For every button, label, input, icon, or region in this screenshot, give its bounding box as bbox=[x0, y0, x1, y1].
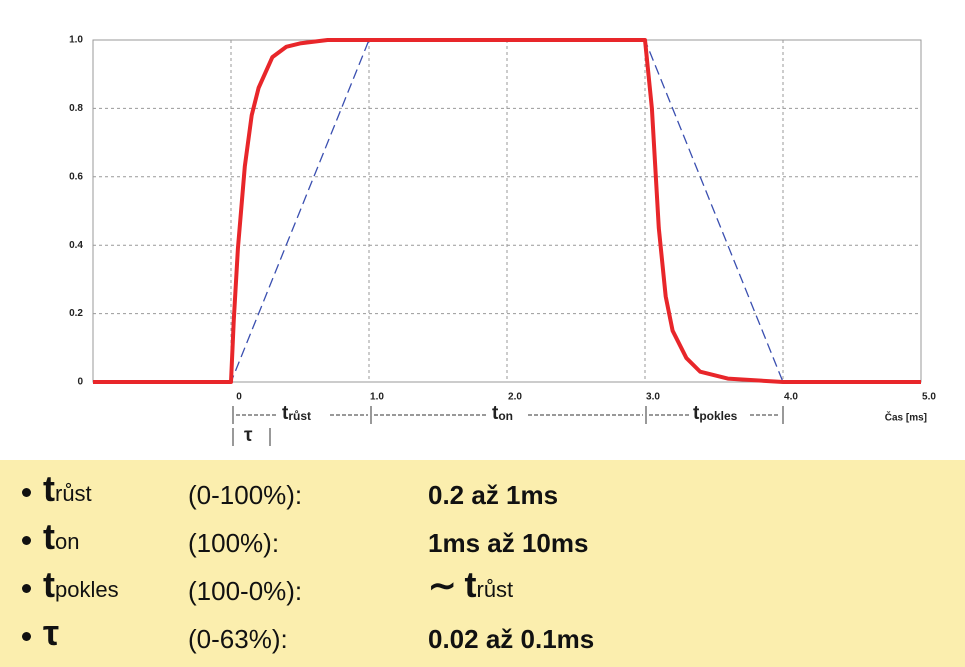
range: (0-63%): bbox=[188, 624, 288, 654]
table-row: trůst (0-100%): 0.2 až 1ms bbox=[0, 468, 965, 516]
symbol-cell: τ bbox=[43, 612, 59, 654]
symbol: t bbox=[43, 468, 55, 509]
prefix: ∼ bbox=[428, 567, 457, 605]
bullet bbox=[22, 536, 31, 545]
subscript: pokles bbox=[699, 409, 737, 423]
chart: t růst t on t pokles τ Čas [ms] 00.20.40.60… bbox=[69, 35, 936, 446]
range: (100%): bbox=[188, 528, 280, 558]
subscript: pokles bbox=[55, 577, 119, 602]
value: 0.02 až 0.1ms bbox=[428, 624, 595, 654]
table-row: ton (100%): 1ms až 10ms bbox=[0, 516, 965, 564]
value: ∼ trůst bbox=[428, 564, 513, 606]
subscript: růst bbox=[476, 577, 514, 602]
y-tick-label: 0.4 bbox=[69, 240, 83, 251]
annotation-brackets bbox=[232, 406, 784, 446]
data-line bbox=[93, 38, 921, 384]
table-row: tpokles (100-0%): ∼ trůst bbox=[0, 564, 965, 612]
symbol: t bbox=[693, 403, 700, 424]
summary-table: trůst (0-100%): 0.2 až 1ms ton (100%): 1ms až… bbox=[0, 460, 965, 667]
subscript: růst bbox=[288, 409, 311, 423]
x-tick-label: 4.0 bbox=[784, 392, 798, 403]
table-row: τ (0-63%): 0.02 až 0.1ms bbox=[0, 612, 965, 660]
symbol: t bbox=[282, 403, 289, 424]
value: 1ms až 10ms bbox=[428, 528, 589, 558]
x-tick-label: 5.0 bbox=[922, 392, 936, 403]
x-tick-label: 1.0 bbox=[370, 392, 384, 403]
symbol-cell: trůst bbox=[43, 468, 92, 510]
range: (100-0%): bbox=[188, 576, 303, 606]
subscript: on bbox=[498, 409, 513, 423]
y-tick-label: 1.0 bbox=[69, 35, 83, 46]
subscript: on bbox=[55, 529, 80, 554]
symbol: t bbox=[43, 516, 55, 557]
t-rise-label: t růst bbox=[282, 403, 311, 424]
x-tick-label: 0 bbox=[236, 392, 242, 403]
subscript: růst bbox=[55, 481, 92, 506]
value: 0.2 až 1ms bbox=[428, 480, 559, 510]
symbol: t bbox=[43, 564, 55, 605]
tau-label: τ bbox=[244, 425, 253, 446]
y-tick-label: 0.2 bbox=[69, 308, 83, 319]
symbol: t bbox=[492, 403, 499, 424]
x-tick-label: 3.0 bbox=[646, 392, 660, 403]
t-on-label: t on bbox=[492, 403, 513, 424]
y-tick-label: 0.6 bbox=[69, 171, 83, 182]
y-tick-label: 0 bbox=[77, 377, 83, 388]
symbol-cell: ton bbox=[43, 516, 79, 558]
symbol: t bbox=[464, 564, 477, 605]
symbol-cell: tpokles bbox=[43, 564, 119, 606]
x-axis-label: Čas [ms] bbox=[885, 411, 927, 424]
bullet bbox=[22, 584, 31, 593]
range: (0-100%): bbox=[188, 480, 303, 510]
bullet bbox=[22, 488, 31, 497]
y-tick-label: 0.8 bbox=[69, 103, 83, 114]
t-fall-label: t pokles bbox=[693, 403, 738, 424]
bullet bbox=[22, 632, 31, 641]
x-tick-label: 2.0 bbox=[508, 392, 522, 403]
symbol: τ bbox=[43, 612, 60, 653]
